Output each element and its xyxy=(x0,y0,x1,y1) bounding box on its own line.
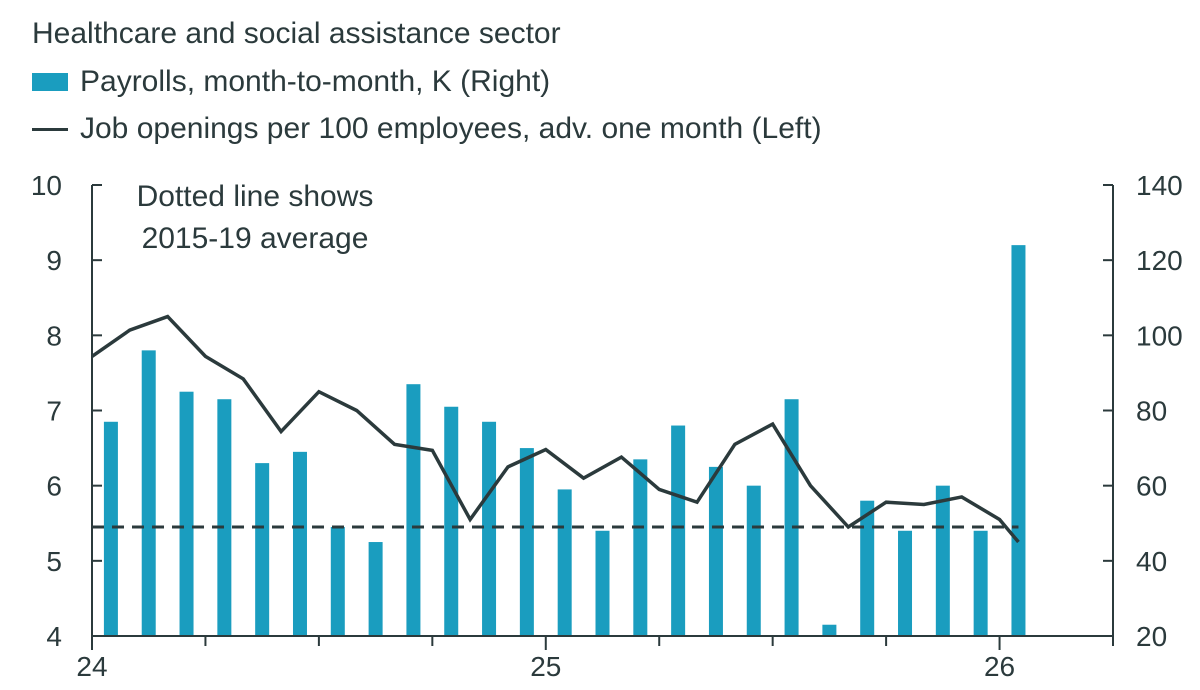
bar-payrolls xyxy=(179,391,194,636)
bar-payrolls xyxy=(784,399,799,636)
right-axis-tick-label: 40 xyxy=(1136,546,1167,577)
left-axis-tick-label: 6 xyxy=(46,471,62,502)
bar-payrolls xyxy=(746,485,761,636)
x-axis-tick-label: 25 xyxy=(530,651,561,682)
bar-payrolls xyxy=(368,542,383,636)
right-axis-tick-label: 20 xyxy=(1136,621,1167,652)
annotation-line-2: 2015-19 average xyxy=(141,222,369,255)
legend-item-payrolls: Payrolls, month-to-month, K (Right) xyxy=(32,62,550,102)
left-axis-tick-label: 8 xyxy=(46,320,62,351)
legend-label-payrolls: Payrolls, month-to-month, K (Right) xyxy=(80,65,551,98)
x-axis-tick-label: 24 xyxy=(76,651,107,682)
bar-payrolls xyxy=(519,448,534,636)
bar-payrolls xyxy=(935,485,950,636)
annotation-line-1: Dotted line shows xyxy=(136,180,374,213)
legend-swatch-line xyxy=(32,127,68,131)
left-axis-tick-label: 7 xyxy=(46,396,62,427)
right-axis-tick-label: 80 xyxy=(1136,396,1167,427)
bar-payrolls xyxy=(595,530,610,636)
bar-payrolls xyxy=(292,451,307,636)
legend-item-job-openings: Job openings per 100 employees, adv. one… xyxy=(32,109,822,149)
right-axis-tick-label: 100 xyxy=(1136,320,1183,351)
bar-payrolls xyxy=(860,500,875,636)
bar-payrolls xyxy=(973,530,988,636)
bar-payrolls xyxy=(898,530,913,636)
legend-label-job-openings: Job openings per 100 employees, adv. one… xyxy=(80,112,822,145)
right-axis-tick-label: 120 xyxy=(1136,245,1183,276)
left-axis-tick-label: 5 xyxy=(46,546,62,577)
line-job-openings xyxy=(91,314,1020,544)
bar-payrolls xyxy=(103,421,118,636)
left-axis-tick-label: 4 xyxy=(46,621,62,652)
bar-payrolls xyxy=(406,384,421,636)
bar-payrolls xyxy=(557,489,572,636)
bar-payrolls xyxy=(482,421,497,636)
legend-swatch-bar xyxy=(32,73,68,91)
bar-payrolls xyxy=(708,466,723,636)
left-axis-tick-label: 9 xyxy=(46,245,62,276)
bar-payrolls xyxy=(1011,245,1026,636)
right-axis-tick-label: 140 xyxy=(1136,170,1183,201)
bar-payrolls xyxy=(822,624,837,636)
bar-payrolls xyxy=(330,527,345,636)
bar-payrolls xyxy=(671,425,686,636)
left-axis-tick-label: 10 xyxy=(31,170,62,201)
bar-payrolls xyxy=(633,459,648,636)
x-axis-tick-label: 26 xyxy=(984,651,1015,682)
bar-payrolls xyxy=(255,463,270,636)
bar-payrolls xyxy=(141,350,156,636)
bar-payrolls xyxy=(217,399,232,636)
chart-title: Healthcare and social assistance sector xyxy=(32,17,561,50)
chart-annotation: Dotted line shows 2015-19 average xyxy=(100,176,410,260)
right-axis-tick-label: 60 xyxy=(1136,471,1167,502)
bar-payrolls xyxy=(444,406,459,636)
